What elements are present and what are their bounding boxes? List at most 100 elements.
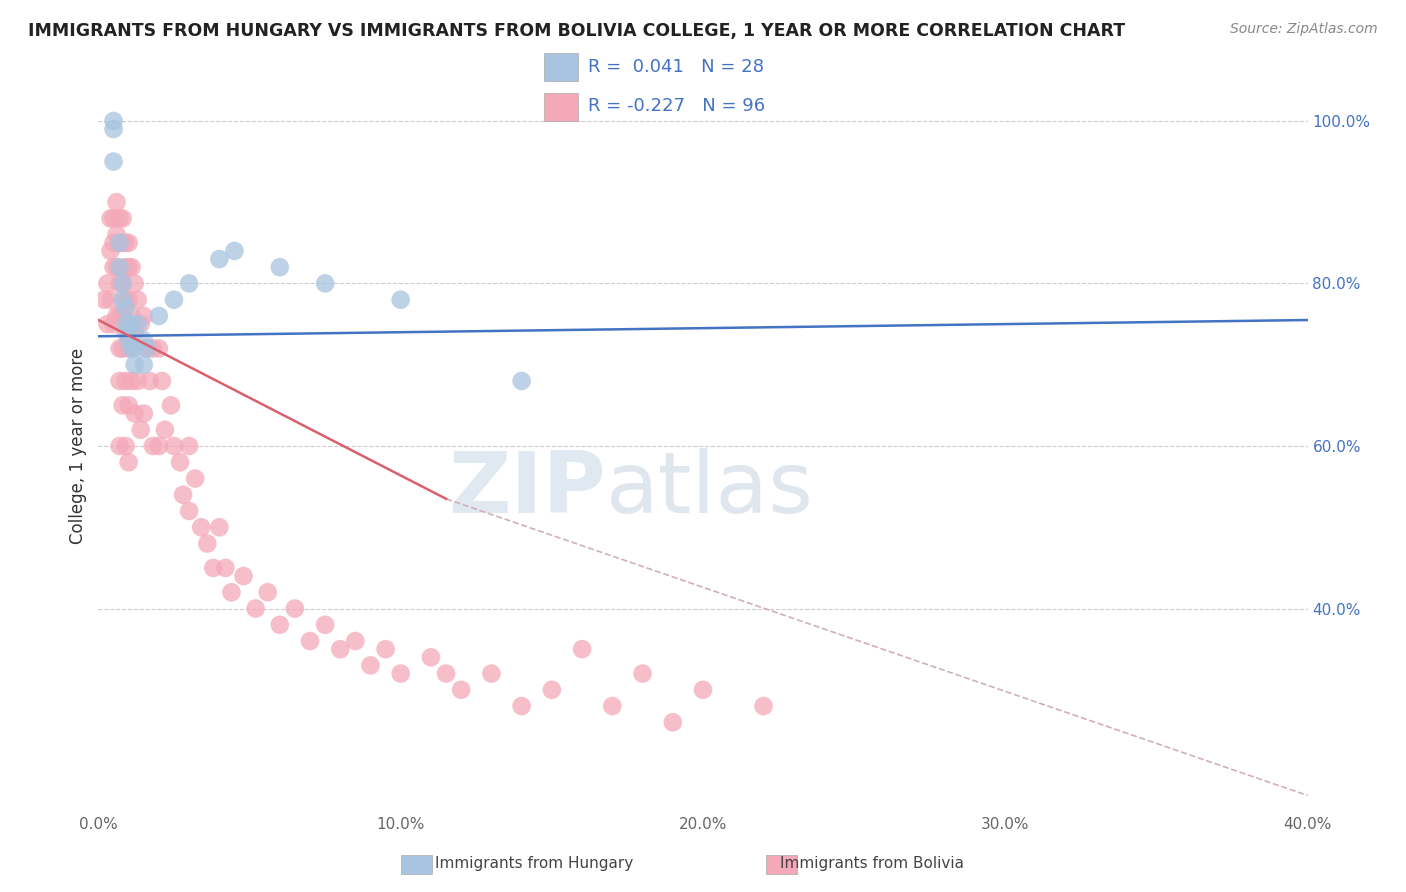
Point: [256, 585, 278, 599]
Point: [132, 358, 155, 372]
Point: [132, 407, 155, 421]
Point: [344, 634, 367, 648]
Point: [195, 536, 218, 550]
Point: [118, 235, 141, 250]
Point: [118, 260, 141, 275]
Point: [150, 374, 173, 388]
Point: [135, 342, 157, 356]
Point: [163, 293, 186, 307]
Point: [160, 398, 183, 412]
Point: [135, 342, 157, 356]
Point: [190, 520, 212, 534]
Point: [105, 227, 128, 242]
Point: [108, 211, 131, 226]
Point: [124, 277, 146, 291]
Point: [450, 682, 472, 697]
Point: [108, 235, 131, 250]
Point: [153, 423, 176, 437]
Point: [360, 658, 382, 673]
Text: IMMIGRANTS FROM HUNGARY VS IMMIGRANTS FROM BOLIVIA COLLEGE, 1 YEAR OR MORE CORRE: IMMIGRANTS FROM HUNGARY VS IMMIGRANTS FR…: [28, 22, 1125, 40]
Point: [148, 342, 170, 356]
Text: Immigrants from Hungary: Immigrants from Hungary: [434, 856, 634, 871]
Point: [232, 569, 254, 583]
Point: [124, 325, 146, 339]
Point: [540, 682, 562, 697]
Point: [142, 342, 165, 356]
Point: [121, 260, 143, 275]
Point: [124, 358, 146, 372]
Point: [314, 617, 336, 632]
Point: [114, 374, 136, 388]
Point: [103, 122, 125, 136]
Point: [118, 455, 141, 469]
Point: [179, 439, 201, 453]
Point: [692, 682, 714, 697]
Point: [214, 561, 236, 575]
Point: [752, 699, 775, 714]
Point: [127, 317, 149, 331]
Point: [127, 293, 149, 307]
Point: [284, 601, 307, 615]
Point: [103, 114, 125, 128]
Point: [148, 309, 170, 323]
Point: [103, 260, 125, 275]
Point: [202, 561, 225, 575]
Point: [93, 293, 115, 307]
Point: [96, 277, 118, 291]
Point: [132, 309, 155, 323]
Point: [103, 317, 125, 331]
Point: [105, 195, 128, 210]
Point: [118, 342, 141, 356]
Point: [111, 342, 134, 356]
Point: [224, 244, 246, 258]
Point: [142, 439, 165, 453]
Point: [124, 407, 146, 421]
Point: [108, 277, 131, 291]
Point: [631, 666, 654, 681]
Point: [420, 650, 443, 665]
Y-axis label: College, 1 year or more: College, 1 year or more: [69, 348, 87, 544]
Point: [329, 642, 352, 657]
Point: [118, 398, 141, 412]
Point: [269, 617, 291, 632]
Point: [118, 334, 141, 348]
Point: [208, 520, 231, 534]
Point: [571, 642, 593, 657]
Point: [118, 325, 141, 339]
Text: R =  0.041   N = 28: R = 0.041 N = 28: [588, 59, 765, 77]
Point: [103, 154, 125, 169]
Point: [179, 504, 201, 518]
Point: [111, 293, 134, 307]
Point: [114, 439, 136, 453]
Text: Immigrants from Bolivia: Immigrants from Bolivia: [780, 856, 963, 871]
Point: [111, 309, 134, 323]
Point: [172, 488, 194, 502]
Point: [114, 235, 136, 250]
Point: [121, 342, 143, 356]
Text: ZIP: ZIP: [449, 449, 606, 532]
Point: [103, 211, 125, 226]
Point: [108, 374, 131, 388]
Point: [374, 642, 396, 657]
Point: [510, 699, 533, 714]
Point: [103, 235, 125, 250]
Point: [661, 715, 683, 730]
Point: [121, 309, 143, 323]
Point: [108, 260, 131, 275]
Point: [314, 277, 336, 291]
Point: [114, 317, 136, 331]
Point: [132, 334, 155, 348]
Point: [129, 423, 152, 437]
Text: atlas: atlas: [606, 449, 814, 532]
FancyBboxPatch shape: [544, 93, 578, 120]
Point: [108, 439, 131, 453]
Point: [245, 601, 267, 615]
Point: [100, 211, 122, 226]
Point: [139, 374, 162, 388]
Point: [114, 325, 136, 339]
Point: [208, 252, 231, 266]
Point: [389, 293, 412, 307]
Point: [169, 455, 191, 469]
Point: [299, 634, 322, 648]
Point: [114, 293, 136, 307]
